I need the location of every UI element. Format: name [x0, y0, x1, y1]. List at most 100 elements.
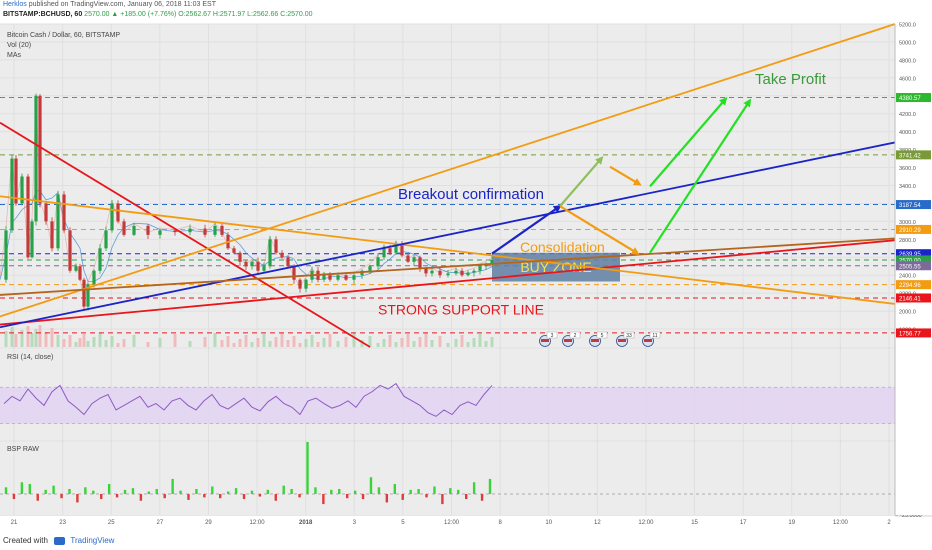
time-tick-label: 12:00 [638, 520, 654, 526]
volume-bar [310, 335, 314, 347]
bsp-bar [28, 483, 32, 495]
event-count-badge [569, 331, 581, 339]
candle-body [292, 266, 296, 280]
candle-body [44, 203, 48, 222]
publish-text: published on TradingView.com, January 06… [28, 1, 216, 8]
red-descending-line[interactable] [0, 121, 371, 348]
candle-body [110, 203, 114, 231]
bsp-bar [345, 494, 349, 499]
bsp-bar [139, 494, 143, 501]
candle-body [50, 221, 54, 249]
trend-lines[interactable] [0, 23, 896, 348]
volume-bar [82, 334, 86, 347]
time-tick-label: 2018 [299, 520, 313, 526]
candle-body [490, 259, 494, 264]
candle-body [38, 95, 42, 204]
price-level-label: 3741.42 [899, 153, 921, 159]
volume-bar [14, 334, 18, 347]
bsp-bar [155, 488, 158, 495]
price-tick-label: 4000.0 [899, 130, 916, 136]
volume-bar [244, 335, 248, 347]
volume-bar [460, 335, 464, 347]
ohlc-readout: 2570.00 ▲ +185.00 (+7.76%) O:2562.67 H:2… [84, 11, 313, 18]
bsp-bar [385, 494, 389, 503]
brown-line[interactable] [0, 237, 896, 296]
bsp-bar [203, 494, 206, 498]
series-title: Bitcoin Cash / Dollar, 60, BITSTAMP [7, 32, 121, 39]
volume-bar [203, 337, 207, 347]
price-tick-label: 3600.0 [899, 166, 916, 172]
candle-body [472, 270, 476, 273]
volume-bar [68, 335, 72, 347]
symbol-info: BITSTAMP:BCHUSD, 60 2570.00 ▲ +185.00 (+… [3, 11, 313, 18]
volume-bar [268, 341, 272, 347]
take-profit-label: Take Profit [755, 71, 827, 88]
projection-arrows [491, 96, 752, 255]
volume-bar [368, 336, 372, 347]
bsp-bar [68, 488, 71, 495]
volume-bar [50, 328, 54, 347]
volume-bar [352, 333, 356, 347]
candle-body [238, 252, 242, 262]
price-level-label: 2146.41 [899, 296, 921, 302]
price-tick-label: 4800.0 [899, 58, 916, 64]
volume-bar [394, 342, 398, 347]
blue-breakout-line[interactable] [0, 141, 896, 329]
author-link[interactable]: Herklos [3, 1, 27, 8]
volume-bar [110, 336, 114, 347]
candle-body [388, 248, 392, 253]
flag-stripe [618, 339, 626, 342]
volume-bar [360, 340, 364, 347]
candle-body [98, 248, 102, 271]
time-tick-label: 5 [401, 520, 405, 526]
strong-support-label: STRONG SUPPORT LINE [378, 302, 544, 318]
price-level-tag [896, 200, 931, 210]
rsi-pane: 100.000075.000050.000025.0000 [0, 358, 923, 432]
candle-body [274, 239, 278, 253]
volume-bar [232, 343, 236, 347]
candle-body [86, 284, 90, 307]
event-count: 3 [551, 333, 554, 339]
volume-bar [316, 342, 320, 347]
bsp-bar [457, 489, 460, 495]
candle-body [268, 239, 272, 267]
red-support-line[interactable] [0, 239, 896, 326]
rsi-band [0, 387, 895, 424]
bsp-bar [314, 487, 317, 495]
volume-bar [472, 338, 476, 347]
flag-stripe [564, 339, 572, 342]
orange-descending-line[interactable] [0, 195, 896, 305]
orange-ascending-channel[interactable] [0, 23, 896, 318]
candle-body [344, 275, 348, 280]
arrow-take-profit-1 [649, 96, 728, 188]
price-level-tag [896, 249, 931, 259]
candle-body [220, 225, 224, 235]
bsp-bar [147, 491, 151, 495]
candle-body [62, 194, 66, 231]
volume-bar [400, 338, 404, 347]
time-tick-label: 27 [156, 520, 163, 526]
bsp-bar [377, 487, 381, 495]
volume-bar [34, 329, 38, 347]
price-tick-label: 5000.0 [899, 40, 916, 46]
candle-body [92, 270, 96, 285]
bsp-tick-label: -25.0000 [900, 513, 922, 519]
arrow-retest [559, 156, 604, 207]
event-flags[interactable]: 3 2 5 33 11 [539, 331, 661, 347]
volume-bar [304, 339, 308, 347]
candle-body [412, 257, 416, 262]
candle-body [244, 261, 248, 267]
price-tick-label: 3400.0 [899, 184, 916, 190]
volume-bar [292, 336, 296, 347]
arrow-take-profit-2 [649, 98, 752, 254]
candle-body [250, 261, 254, 267]
bsp-bar [266, 489, 270, 495]
volume-bar [466, 342, 470, 347]
event-count-badge [546, 331, 558, 339]
candle-body [394, 243, 398, 253]
tradingview-link[interactable]: TradingView [70, 536, 115, 545]
rsi-line [3, 382, 493, 417]
bsp-bar [84, 487, 87, 495]
volume-bar [382, 339, 386, 347]
volume-bar [158, 338, 162, 347]
